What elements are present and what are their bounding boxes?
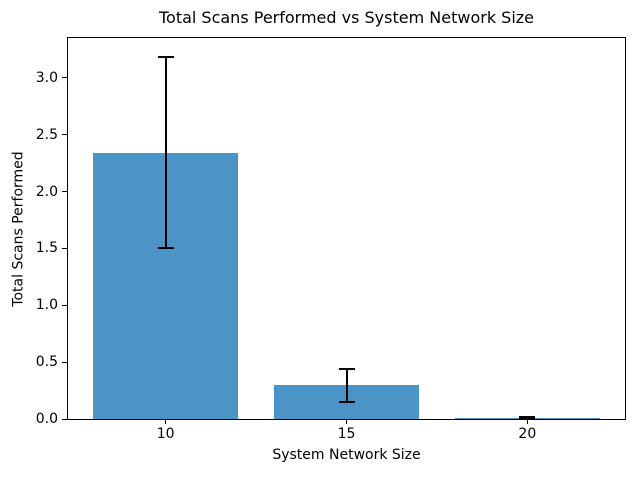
y-axis-label-wrap: Total Scans Performed [6, 37, 32, 420]
x-tick-label: 10 [156, 426, 175, 442]
x-tick [165, 419, 167, 424]
x-axis-label: System Network Size [272, 447, 421, 463]
error-bar-cap [519, 415, 536, 418]
x-tick [526, 419, 528, 424]
error-bar-line [526, 416, 529, 419]
y-tick-label: 2.0 [35, 183, 58, 200]
y-tick [62, 361, 67, 363]
y-tick-label: 2.5 [35, 126, 58, 143]
error-bar-cap [338, 367, 355, 370]
y-tick-label: 1.5 [35, 240, 58, 257]
error-bar-cap [338, 400, 355, 403]
x-tick [346, 419, 347, 424]
y-axis-label: Total Scans Performed [11, 150, 28, 307]
error-bar-line [345, 368, 348, 402]
y-tick-label: 3.0 [35, 69, 58, 86]
y-tick [62, 247, 67, 249]
x-tick-label: 15 [337, 426, 356, 442]
y-tick [62, 77, 67, 79]
x-tick-label: 20 [518, 426, 537, 442]
error-bar-line [164, 57, 167, 249]
y-tick [62, 418, 67, 420]
error-bar-cap [157, 56, 174, 59]
error-bar-cap [157, 247, 174, 250]
y-tick [62, 304, 67, 306]
chart-title: Total Scans Performed vs System Network … [158, 8, 535, 27]
y-tick [62, 191, 67, 193]
axes-area: 0.0 0.5 1.0 1.5 2.0 2.5 3.0 10 15 20 [36, 37, 626, 441]
y-tick-label: 1.0 [35, 297, 58, 314]
y-tick-label: 0.5 [35, 354, 58, 371]
y-tick [62, 134, 67, 136]
y-tick-label: 0.0 [35, 411, 58, 427]
